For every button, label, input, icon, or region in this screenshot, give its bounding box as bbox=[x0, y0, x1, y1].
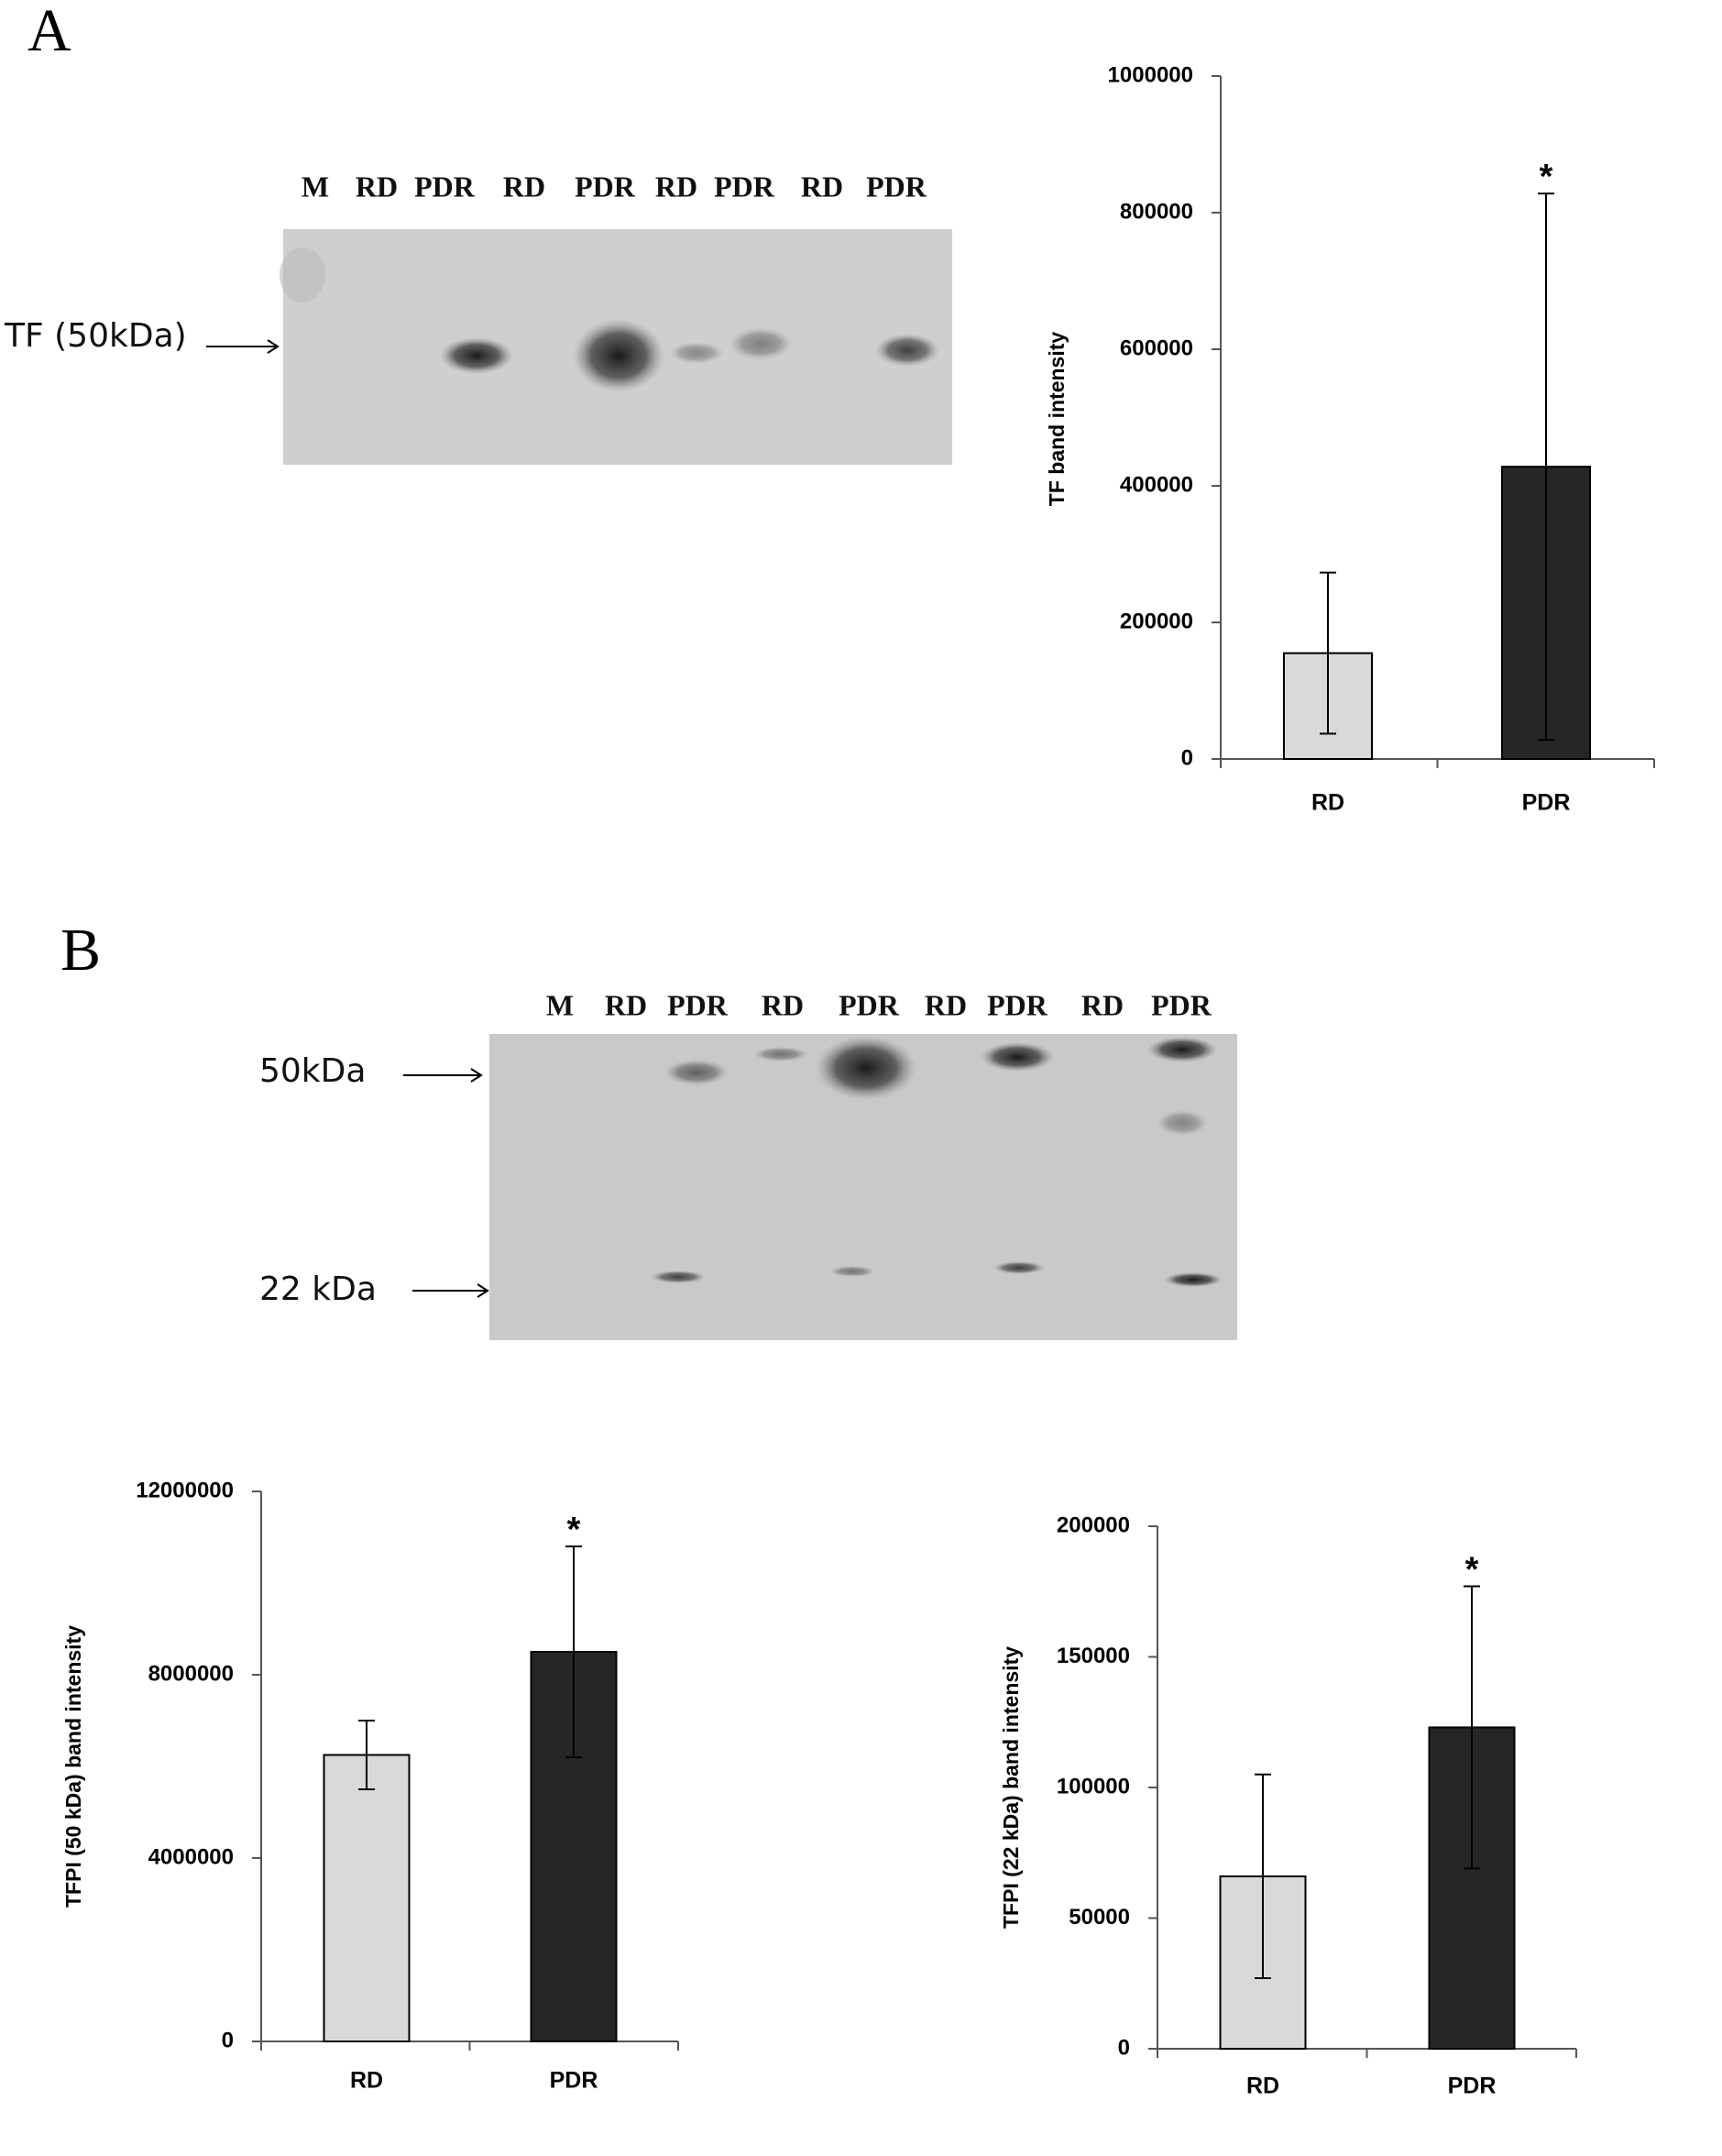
lane-label: PDR bbox=[866, 170, 927, 203]
lane-label: PDR bbox=[575, 170, 636, 203]
panel-label: B bbox=[60, 917, 101, 984]
y-tick-label: 800000 bbox=[1120, 199, 1193, 224]
annotation: * bbox=[1540, 158, 1553, 196]
lane-label: RD bbox=[925, 988, 967, 1021]
y-tick-label: 150000 bbox=[1057, 1644, 1130, 1668]
lane-label: M bbox=[546, 988, 574, 1021]
error-bar bbox=[1255, 1773, 1271, 1980]
y-tick-label: 1000000 bbox=[1108, 62, 1193, 87]
lane-label: RD bbox=[801, 170, 843, 203]
lane-label: RD bbox=[605, 988, 647, 1021]
lane-label: RD bbox=[356, 170, 398, 203]
panel-label: A bbox=[27, 0, 71, 64]
x-tick-label: RD bbox=[1311, 790, 1344, 816]
lane-label: PDR bbox=[1151, 988, 1212, 1021]
y-axis-label: TFPI (50 kDa) band intensity bbox=[61, 1625, 85, 1908]
y-tick-label: 12000000 bbox=[136, 1478, 234, 1502]
annotation: * bbox=[1465, 1551, 1479, 1590]
arrow bbox=[403, 1068, 483, 1083]
arrow bbox=[206, 339, 280, 354]
arrow bbox=[412, 1283, 489, 1298]
lane-label: RD bbox=[1081, 988, 1124, 1021]
annotation: * bbox=[567, 1511, 581, 1549]
lane-label: PDR bbox=[414, 170, 476, 203]
lane-label: PDR bbox=[839, 988, 900, 1021]
error-bar bbox=[565, 1546, 582, 1758]
bar bbox=[323, 1754, 411, 2042]
marker-label: 50kDa bbox=[259, 1052, 366, 1090]
y-tick-label: 600000 bbox=[1120, 336, 1193, 360]
x-tick-label: PDR bbox=[1448, 2074, 1497, 2099]
lane-label: PDR bbox=[987, 988, 1048, 1021]
y-tick-label: 0 bbox=[222, 2028, 234, 2052]
lane-label: RD bbox=[762, 988, 804, 1021]
x-tick-label: PDR bbox=[550, 2068, 598, 2094]
y-axis-label: TFPI (22 kDa) band intensity bbox=[999, 1646, 1023, 1929]
y-tick-label: 4000000 bbox=[148, 1844, 234, 1869]
marker-label: 22 kDa bbox=[259, 1270, 377, 1308]
lane-label: PDR bbox=[714, 170, 775, 203]
y-tick-label: 200000 bbox=[1120, 609, 1193, 633]
error-bar bbox=[1538, 192, 1554, 742]
x-tick-label: RD bbox=[350, 2068, 383, 2094]
y-tick-label: 0 bbox=[1118, 2035, 1130, 2060]
x-tick-label: RD bbox=[1246, 2074, 1279, 2099]
blot-bands bbox=[651, 1036, 1223, 1287]
y-tick-label: 50000 bbox=[1069, 1905, 1130, 1930]
lane-label: M bbox=[302, 170, 329, 203]
y-tick-label: 100000 bbox=[1057, 1774, 1130, 1798]
y-tick-label: 200000 bbox=[1057, 1512, 1130, 1537]
y-tick-label: 8000000 bbox=[148, 1661, 234, 1686]
error-bar bbox=[1464, 1585, 1480, 1870]
error-bar bbox=[1320, 571, 1336, 735]
lane-label: RD bbox=[655, 170, 697, 203]
error-bar bbox=[358, 1720, 375, 1790]
lane-label: RD bbox=[503, 170, 545, 203]
blot-bands bbox=[280, 248, 939, 392]
marker-label: TF (50kDa) bbox=[4, 317, 187, 355]
lane-label: PDR bbox=[667, 988, 729, 1021]
y-tick-label: 0 bbox=[1181, 745, 1193, 770]
y-axis-label: TF band intensity bbox=[1045, 332, 1069, 507]
x-tick-label: PDR bbox=[1522, 790, 1571, 816]
y-tick-label: 400000 bbox=[1120, 472, 1193, 497]
